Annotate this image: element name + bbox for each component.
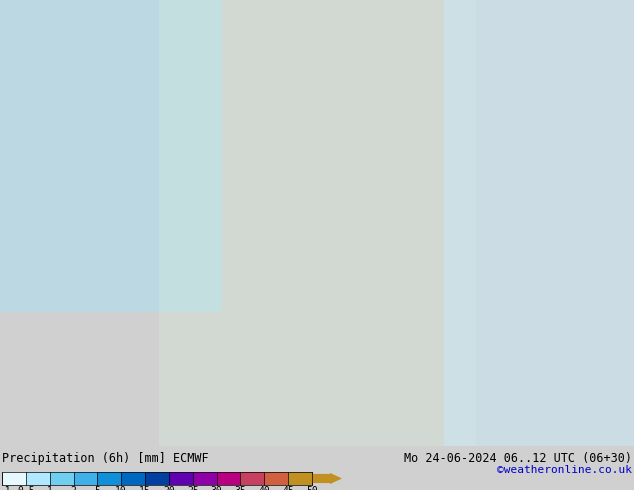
Bar (2, 472, 312, 485)
Bar (74, 472, 98, 485)
Bar (264, 472, 288, 485)
FancyBboxPatch shape (158, 0, 476, 446)
Text: 40: 40 (259, 486, 270, 490)
Text: 35: 35 (235, 486, 247, 490)
Text: 0.5: 0.5 (17, 486, 35, 490)
Text: Precipitation (6h) [mm] ECMWF: Precipitation (6h) [mm] ECMWF (2, 452, 209, 465)
Bar (121, 472, 145, 485)
Bar (145, 472, 169, 485)
FancyBboxPatch shape (0, 0, 222, 312)
Text: 10: 10 (115, 486, 127, 490)
Text: 20: 20 (163, 486, 175, 490)
Bar (169, 472, 193, 485)
Bar (240, 472, 264, 485)
Bar (49, 472, 74, 485)
Bar (193, 472, 217, 485)
Text: 0.1: 0.1 (0, 486, 11, 490)
Text: 45: 45 (282, 486, 294, 490)
Text: Mo 24-06-2024 06..12 UTC (06+30): Mo 24-06-2024 06..12 UTC (06+30) (404, 452, 632, 465)
Text: 1: 1 (47, 486, 53, 490)
Bar (2, 472, 26, 485)
Bar (288, 472, 312, 485)
Bar (98, 472, 121, 485)
Text: 2: 2 (70, 486, 77, 490)
Text: 25: 25 (187, 486, 198, 490)
FancyArrow shape (312, 473, 342, 484)
Bar (217, 472, 240, 485)
Text: ©weatheronline.co.uk: ©weatheronline.co.uk (497, 465, 632, 475)
Text: 30: 30 (210, 486, 223, 490)
Bar (26, 472, 49, 485)
FancyBboxPatch shape (444, 0, 634, 446)
Text: 15: 15 (139, 486, 151, 490)
Text: 50: 50 (306, 486, 318, 490)
Text: 5: 5 (94, 486, 100, 490)
